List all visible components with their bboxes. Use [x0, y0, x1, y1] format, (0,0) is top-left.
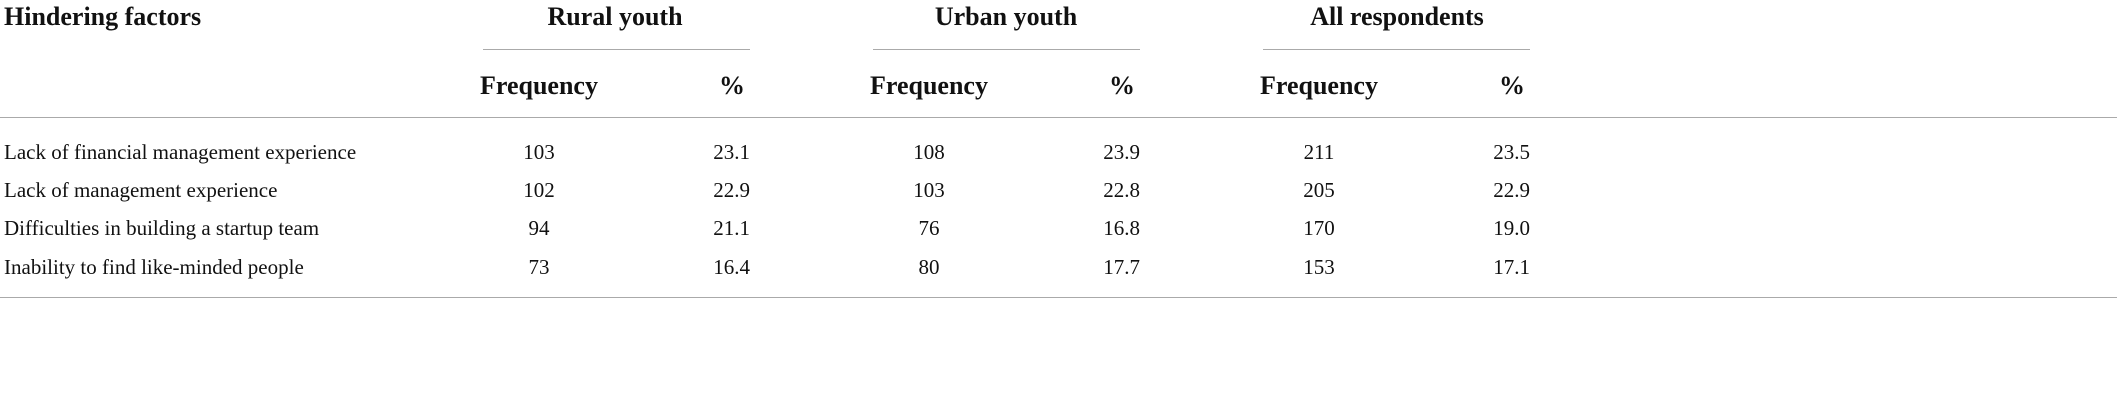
row-label: Difficulties in building a startup team [4, 216, 320, 240]
subheader: Frequency [480, 71, 598, 100]
subheader: Frequency [870, 71, 988, 100]
row-label: Lack of financial management experience [4, 140, 357, 164]
subheader: % [1109, 71, 1135, 100]
column-header: Hindering factors [4, 2, 202, 31]
frequency-cell: 94 [528, 216, 550, 240]
frequency-cell: 103 [913, 178, 945, 202]
percent-cell: 22.8 [1103, 178, 1140, 202]
percent-cell: 22.9 [713, 178, 750, 202]
percent-cell: 22.9 [1493, 178, 1530, 202]
frequency-cell: 102 [523, 178, 555, 202]
percent-cell: 17.1 [1493, 255, 1530, 279]
frequency-cell: 76 [918, 216, 940, 240]
group-rule [483, 49, 750, 50]
group-header: All respondents [1310, 2, 1484, 31]
group-rule [873, 49, 1140, 50]
bottom-rule [0, 297, 2117, 298]
header-rule [0, 117, 2117, 118]
frequency-cell: 153 [1303, 255, 1335, 279]
row-label: Lack of management experience [4, 178, 278, 202]
frequency-cell: 73 [528, 255, 550, 279]
frequency-cell: 103 [523, 140, 555, 164]
percent-cell: 19.0 [1493, 216, 1530, 240]
frequency-cell: 170 [1303, 216, 1335, 240]
percent-cell: 23.9 [1103, 140, 1140, 164]
subheader: % [1499, 71, 1525, 100]
group-header: Rural youth [547, 2, 683, 31]
percent-cell: 17.7 [1103, 255, 1140, 279]
row-label: Inability to find like-minded people [4, 255, 304, 279]
frequency-cell: 205 [1303, 178, 1335, 202]
frequency-cell: 108 [913, 140, 945, 164]
percent-cell: 16.4 [713, 255, 750, 279]
percent-cell: 16.8 [1103, 216, 1140, 240]
frequency-cell: 211 [1303, 140, 1335, 164]
percent-cell: 21.1 [713, 216, 750, 240]
subheader: % [719, 71, 745, 100]
group-header: Urban youth [934, 2, 1078, 31]
group-rule [1263, 49, 1530, 50]
subheader: Frequency [1260, 71, 1378, 100]
percent-cell: 23.5 [1493, 140, 1530, 164]
percent-cell: 23.1 [713, 140, 750, 164]
frequency-cell: 80 [918, 255, 940, 279]
